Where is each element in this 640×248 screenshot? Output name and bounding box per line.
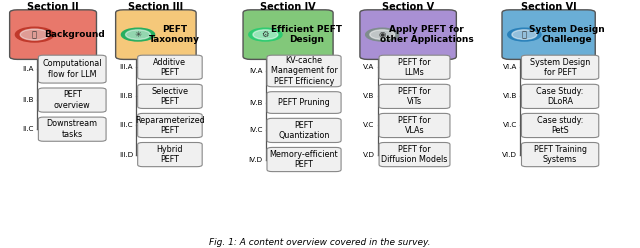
Text: PEFT
overview: PEFT overview: [54, 90, 90, 110]
Text: VI.C: VI.C: [502, 123, 517, 128]
Text: III.A: III.A: [120, 64, 133, 70]
Text: Additive
PEFT: Additive PEFT: [154, 58, 186, 77]
Text: PEFT for
Diffusion Models: PEFT for Diffusion Models: [381, 145, 448, 164]
FancyBboxPatch shape: [360, 10, 456, 59]
Text: IV.D: IV.D: [248, 156, 262, 162]
Text: II.B: II.B: [22, 97, 34, 103]
Text: KV-cache
Management for
PEFT Efficiency: KV-cache Management for PEFT Efficiency: [271, 56, 337, 86]
Text: Case Study:
DLoRA: Case Study: DLoRA: [536, 87, 584, 106]
Text: Background: Background: [44, 30, 104, 39]
Text: Efficient PEFT
Design: Efficient PEFT Design: [271, 25, 342, 44]
Text: Section V: Section V: [382, 2, 434, 12]
Text: Section II: Section II: [28, 2, 79, 12]
FancyBboxPatch shape: [138, 55, 202, 79]
Text: PEFT for
ViTs: PEFT for ViTs: [398, 87, 431, 106]
FancyBboxPatch shape: [138, 143, 202, 167]
Circle shape: [125, 30, 150, 39]
FancyBboxPatch shape: [38, 55, 106, 83]
FancyBboxPatch shape: [243, 10, 333, 59]
Text: 📚: 📚: [32, 30, 37, 39]
Text: Computational
flow for LLM: Computational flow for LLM: [42, 60, 102, 79]
Text: ⚙: ⚙: [262, 30, 269, 39]
Text: II.A: II.A: [22, 66, 34, 72]
Text: PEFT
Taxonomy: PEFT Taxonomy: [149, 25, 200, 44]
FancyBboxPatch shape: [379, 143, 450, 167]
Circle shape: [20, 29, 49, 40]
Text: System Design
Challenge: System Design Challenge: [529, 25, 605, 44]
Text: Case study:
PetS: Case study: PetS: [537, 116, 583, 135]
Circle shape: [508, 28, 541, 41]
Circle shape: [365, 28, 399, 41]
Text: Section VI: Section VI: [521, 2, 577, 12]
Text: IV.A: IV.A: [249, 68, 262, 74]
Text: ◉: ◉: [379, 30, 386, 39]
FancyBboxPatch shape: [10, 10, 97, 59]
Text: III.C: III.C: [120, 123, 133, 128]
Text: V.D: V.D: [363, 152, 374, 157]
Circle shape: [15, 27, 54, 42]
FancyBboxPatch shape: [267, 92, 341, 113]
Text: Downstream
tasks: Downstream tasks: [47, 120, 98, 139]
Text: Section IV: Section IV: [260, 2, 316, 12]
Circle shape: [370, 30, 395, 39]
FancyBboxPatch shape: [522, 143, 599, 167]
FancyBboxPatch shape: [38, 117, 106, 141]
Text: V.A: V.A: [364, 64, 374, 70]
Text: V.C: V.C: [364, 123, 374, 128]
FancyBboxPatch shape: [522, 55, 599, 79]
Text: VI.A: VI.A: [502, 64, 517, 70]
Text: Section III: Section III: [128, 2, 184, 12]
FancyBboxPatch shape: [379, 113, 450, 138]
Text: IV.B: IV.B: [249, 99, 262, 106]
FancyBboxPatch shape: [267, 55, 341, 87]
Circle shape: [512, 30, 537, 39]
Circle shape: [249, 28, 282, 41]
Text: Selective
PEFT: Selective PEFT: [152, 87, 188, 106]
Text: III.B: III.B: [120, 93, 133, 99]
FancyBboxPatch shape: [379, 84, 450, 108]
FancyBboxPatch shape: [267, 118, 341, 143]
Circle shape: [122, 28, 155, 41]
FancyBboxPatch shape: [522, 113, 599, 138]
Text: 📊: 📊: [522, 30, 527, 39]
FancyBboxPatch shape: [379, 55, 450, 79]
Text: Reparameterized
PEFT: Reparameterized PEFT: [135, 116, 205, 135]
Text: VI.B: VI.B: [502, 93, 517, 99]
FancyBboxPatch shape: [502, 10, 595, 59]
Text: VI.D: VI.D: [502, 152, 517, 157]
Text: PEFT Training
Systems: PEFT Training Systems: [534, 145, 587, 164]
Text: V.B: V.B: [364, 93, 374, 99]
Text: ✳: ✳: [134, 30, 141, 39]
Text: System Design
for PEFT: System Design for PEFT: [530, 58, 590, 77]
FancyBboxPatch shape: [138, 113, 202, 138]
Text: Memory-efficient
PEFT: Memory-efficient PEFT: [269, 150, 339, 169]
Circle shape: [253, 30, 278, 39]
FancyBboxPatch shape: [267, 147, 341, 172]
FancyBboxPatch shape: [116, 10, 196, 59]
Text: Apply PEFT for
other Applications: Apply PEFT for other Applications: [380, 25, 474, 44]
Text: PEFT for
LLMs: PEFT for LLMs: [398, 58, 431, 77]
Text: PEFT for
VLAs: PEFT for VLAs: [398, 116, 431, 135]
Text: Hybrid
PEFT: Hybrid PEFT: [157, 145, 183, 164]
Text: Fig. 1: A content overview covered in the survey.: Fig. 1: A content overview covered in th…: [209, 238, 431, 247]
FancyBboxPatch shape: [38, 88, 106, 112]
Text: III.D: III.D: [119, 152, 133, 157]
FancyBboxPatch shape: [522, 84, 599, 108]
Text: PEFT
Quantization: PEFT Quantization: [278, 121, 330, 140]
Text: IV.C: IV.C: [249, 127, 262, 133]
Text: PEFT Pruning: PEFT Pruning: [278, 98, 330, 107]
FancyBboxPatch shape: [138, 84, 202, 108]
Text: II.C: II.C: [22, 126, 34, 132]
